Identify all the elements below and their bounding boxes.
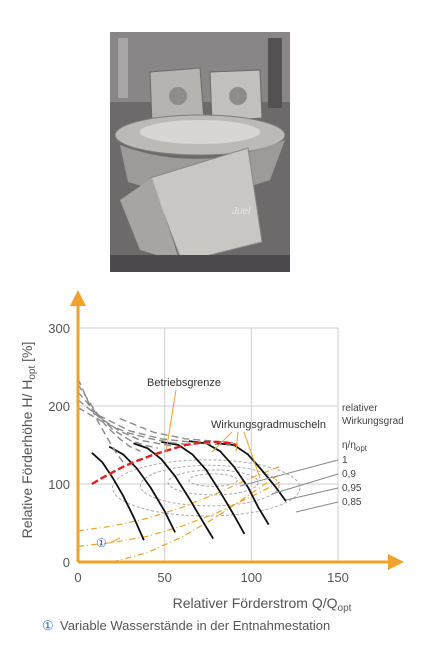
y-axis-arrow	[70, 290, 86, 306]
pump-photo: Juel	[110, 32, 290, 272]
wirkungsgradmuscheln-label: Wirkungsgradmuscheln	[211, 419, 326, 431]
pump-curve-12	[119, 417, 238, 445]
efficiency-shells	[112, 459, 301, 517]
x-tick-label-1: 50	[157, 570, 171, 585]
y-axis-label: Relative Förderhöhe H/ Hopt [%]	[19, 342, 38, 539]
annotation-pointers	[165, 389, 261, 479]
system-curve-1	[77, 466, 280, 532]
eta-label: η/ηopt	[342, 440, 368, 453]
y-tick-label-3: 300	[48, 321, 70, 336]
efficiency-shell-1	[167, 469, 259, 496]
efficiency-shell-2	[139, 464, 280, 507]
system-curve-2	[112, 474, 280, 563]
efficiency-level-0-85: 0,85	[342, 497, 362, 508]
pump-curve-9	[77, 399, 176, 448]
pump-curve-2	[133, 442, 214, 540]
x-tick-label-3: 150	[327, 570, 349, 585]
photo-signature: Juel	[231, 206, 251, 217]
pump-curve-11	[98, 414, 231, 446]
pump-curve-7	[77, 383, 141, 452]
efficiency-level-0-95: 0,95	[342, 483, 362, 494]
pump-curve-0	[91, 452, 145, 541]
operating-limit	[91, 440, 238, 486]
level-pointers	[239, 459, 339, 513]
pump-curves	[77, 378, 287, 541]
operating-limit-curve	[91, 440, 238, 486]
x-tick-label-0: 0	[74, 570, 81, 585]
marker-1-pointer	[109, 537, 121, 544]
pump-curve-6	[77, 378, 124, 463]
footnote-text: Variable Wasserstände in der Entnahmesta…	[60, 618, 330, 633]
chart-axes	[70, 290, 404, 570]
y-tick-label-2: 200	[48, 399, 70, 414]
pump-curve-4	[188, 440, 270, 526]
x-tick-label-2: 100	[240, 570, 262, 585]
efficiency-shell-3	[112, 459, 301, 517]
y-tick-label-0: 0	[63, 555, 70, 570]
pump-curve-3	[161, 441, 246, 535]
y-tick-label-1: 100	[48, 477, 70, 492]
efficiency-level-0-9: 0,9	[342, 469, 356, 480]
pump-curve-1	[108, 445, 176, 533]
betriebsgrenze-label: Betriebsgrenze	[147, 377, 221, 389]
footnote-marker: ①	[42, 618, 54, 633]
wirkungsgrad-label: Wirkungsgrad	[342, 416, 404, 427]
relativer-label: relativer	[342, 403, 378, 414]
chart: 0 50 100 150 0 100 200 300 Relativer Förderstro…	[19, 290, 404, 614]
system-curve-0	[77, 480, 283, 547]
efficiency-shell-0	[188, 473, 238, 487]
pump-curve-8	[77, 391, 158, 449]
marker-1: ①	[96, 536, 107, 550]
pump-curve-10	[77, 406, 193, 446]
x-axis-arrow	[388, 554, 404, 570]
efficiency-level-1: 1	[342, 455, 348, 466]
x-axis-label: Relativer Förderstrom Q/Qopt	[173, 595, 352, 614]
system-curves	[77, 466, 283, 563]
tick-labels: 0 50 100 150 0 100 200 300	[48, 321, 349, 585]
